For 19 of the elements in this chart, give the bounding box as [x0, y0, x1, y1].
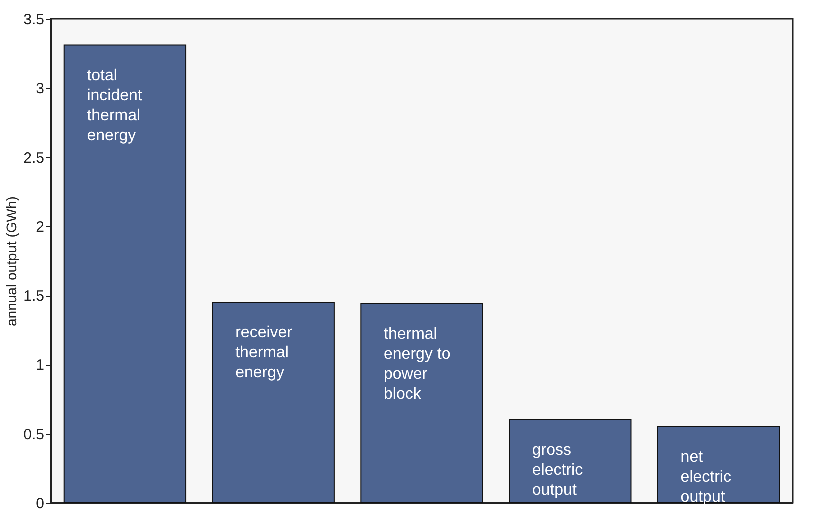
- x-tick-label: total incident thermal energy: [87, 67, 143, 144]
- x-tick-label: net electric output: [680, 448, 732, 506]
- x-tick-label: gross electric output: [532, 442, 584, 500]
- bar: [212, 302, 335, 504]
- bar: [360, 303, 484, 504]
- y-tick-label: 2.5: [24, 150, 44, 167]
- y-tick-label: 2: [36, 218, 44, 236]
- y-tick-label: 0: [36, 496, 44, 512]
- y-tick-label: 1.5: [24, 288, 44, 306]
- y-tick-label: 3: [36, 80, 44, 98]
- bar: [509, 420, 632, 504]
- x-tick-label: receiver thermal energy: [236, 324, 294, 382]
- bar: [657, 426, 780, 504]
- x-tick-label: thermal energy to power block: [384, 326, 451, 403]
- y-tick-label: 1: [36, 357, 44, 374]
- y-tick-label: 3.5: [24, 12, 44, 28]
- y-tick-label: 0.5: [24, 426, 44, 444]
- bar: [64, 44, 187, 504]
- y-axis-title: annual output (GWh): [4, 196, 20, 326]
